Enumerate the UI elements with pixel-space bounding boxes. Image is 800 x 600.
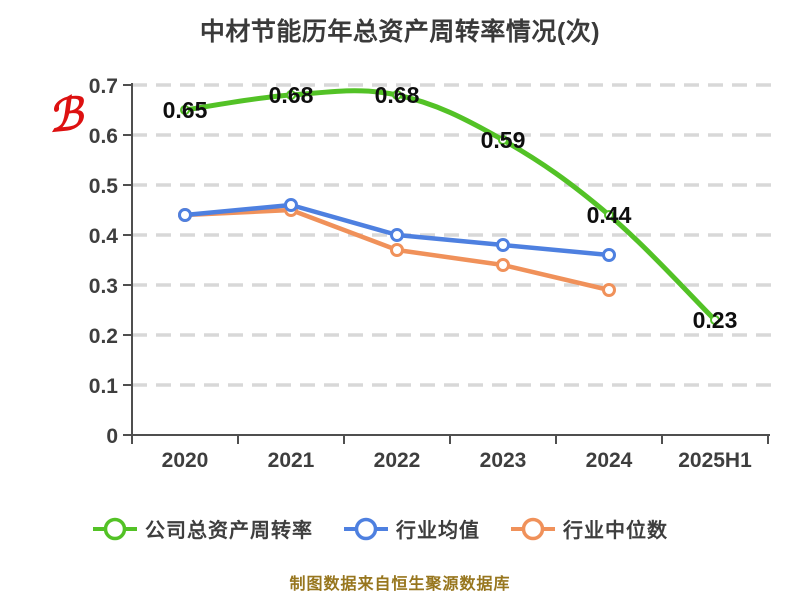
svg-text:0.6: 0.6: [89, 125, 118, 148]
svg-text:2020: 2020: [162, 449, 209, 472]
chart-legend: 公司总资产周转率 行业均值 行业中位数: [0, 514, 800, 543]
svg-text:0.4: 0.4: [89, 225, 119, 248]
svg-text:0.68: 0.68: [375, 82, 420, 108]
legend-label: 公司总资产周转率: [145, 520, 313, 542]
svg-text:0.1: 0.1: [89, 375, 119, 398]
legend-label: 行业均值: [396, 520, 480, 542]
legend-label: 行业中位数: [563, 520, 668, 542]
svg-text:0.59: 0.59: [481, 127, 526, 153]
legend-line-circle-icon: [344, 517, 388, 540]
legend-item-industry-average[interactable]: 行业均值: [343, 514, 480, 543]
svg-text:0.7: 0.7: [89, 75, 118, 98]
caption: 制图数据来自恒生聚源数据库: [289, 576, 511, 593]
legend-line-circle-icon: [511, 517, 555, 540]
svg-text:0.23: 0.23: [693, 307, 738, 333]
svg-text:0.44: 0.44: [587, 202, 632, 228]
svg-text:0.2: 0.2: [89, 325, 118, 348]
svg-text:2025H1: 2025H1: [678, 449, 752, 472]
svg-text:0: 0: [106, 425, 118, 448]
legend-line-circle-icon: [93, 517, 137, 540]
svg-text:2022: 2022: [374, 449, 421, 472]
svg-text:2023: 2023: [480, 449, 527, 472]
svg-text:0.3: 0.3: [89, 275, 118, 298]
svg-text:2024: 2024: [586, 449, 633, 472]
svg-text:0.68: 0.68: [269, 82, 314, 108]
svg-text:2021: 2021: [268, 449, 315, 472]
legend-item-industry-median[interactable]: 行业中位数: [510, 514, 668, 543]
svg-text:0.65: 0.65: [163, 97, 208, 123]
legend-item-company-turnover[interactable]: 公司总资产周转率: [92, 514, 313, 543]
svg-text:0.5: 0.5: [89, 175, 119, 198]
chart-title: 中材节能历年总资产周转率情况(次): [199, 18, 601, 46]
